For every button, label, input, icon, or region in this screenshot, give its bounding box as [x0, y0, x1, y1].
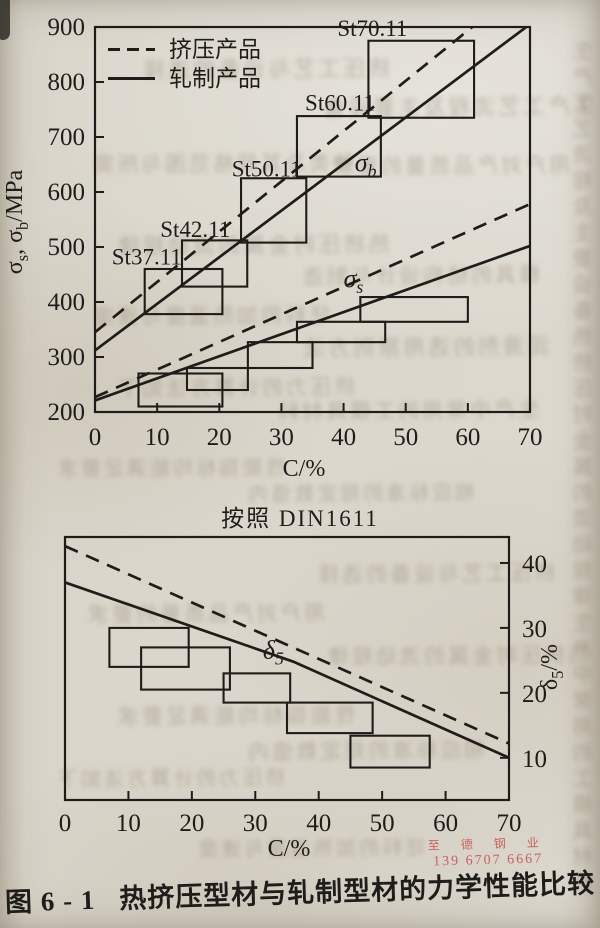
scan-corner-artifact: [0, 0, 10, 40]
x-tick-label: 0: [59, 810, 72, 837]
x-tick-label: 60: [433, 810, 458, 837]
legend-item-rolled: 轧制产品: [108, 64, 261, 93]
y-tick-label: 900: [48, 14, 86, 41]
sigma-s-curve-label: σs: [344, 264, 364, 297]
y-tick-label: 10: [522, 746, 547, 773]
y-tick-label: 20: [522, 681, 547, 708]
delta5-extruded-line: [65, 544, 509, 745]
legend-label-rolled: 轧制产品: [169, 66, 261, 91]
x-tick-label: 40: [306, 810, 331, 837]
sigma-s-extruded-line: [95, 202, 530, 399]
elongation-chart: 0 10 20 30 40 50 60 70 10 20 30 40 δ5 C/% δ5/%: [59, 535, 567, 862]
sigma-b-range-box: [143, 267, 224, 316]
figure-number: 图 6 - 1: [4, 884, 96, 918]
sigma-s-range-box: [246, 341, 314, 370]
y-tick-label: 500: [48, 234, 86, 261]
y-axis-title: δ5/%: [537, 644, 567, 690]
x-tick-label: 70: [497, 810, 522, 837]
delta5-range-box: [285, 701, 374, 735]
x-tick-label: 20: [207, 424, 232, 451]
din-standard-subtitle: 按照 DIN1611: [221, 506, 379, 531]
delta5-curve-label: δ5: [263, 635, 284, 668]
sigma-s-range-box: [185, 366, 249, 392]
x-tick-label: 50: [393, 424, 418, 451]
x-tick-label: 10: [145, 424, 170, 451]
x-tick-label: 70: [518, 424, 543, 451]
grade-label-st70-11: St70.11: [337, 16, 407, 41]
delta5-range-box: [140, 646, 231, 691]
grade-label-st50-11: St50.11: [232, 157, 302, 182]
x-tick-label: 60: [455, 424, 480, 451]
dashed-line-sample: [108, 48, 155, 51]
sigma-b-range-box: [180, 239, 249, 288]
x-axis-title: C/%: [283, 456, 326, 482]
y-tick-label: 400: [48, 289, 86, 316]
watermark: 至 德 钢 业 139 6707 6667: [428, 834, 549, 872]
sigma-s-rolled-line: [95, 244, 530, 402]
plot-border: [93, 25, 532, 414]
x-tick-label: 10: [116, 810, 141, 837]
plot-border: [63, 535, 511, 802]
sigma-b-range-box: [367, 39, 476, 119]
y-tick-label: 800: [48, 69, 86, 96]
x-tick-label: 0: [89, 424, 102, 451]
sigma-s-range-box: [359, 295, 469, 323]
y-tick-label: 600: [48, 179, 86, 206]
delta5-rolled-line: [65, 581, 509, 760]
delta5-range-box: [222, 672, 292, 704]
x-tick-label: 50: [370, 810, 395, 837]
legend-label-extruded: 挤压产品: [169, 37, 261, 62]
x-tick-label: 20: [179, 810, 204, 837]
x-tick-label: 30: [243, 810, 268, 837]
y-tick-label: 30: [522, 616, 547, 643]
y-tick-label: 40: [522, 551, 547, 578]
sigma-b-curve-label: σb: [355, 148, 377, 181]
y-axis-title: σs, σb/MPa: [2, 169, 32, 274]
solid-line-sample: [108, 77, 155, 80]
legend-item-extruded: 挤压产品: [108, 35, 261, 64]
sigma-b-extruded-line: [95, 27, 475, 334]
delta5-range-box: [349, 734, 431, 769]
x-tick-label: 30: [269, 424, 294, 451]
y-tick-label: 300: [48, 344, 86, 371]
sigma-b-rolled-line: [95, 27, 529, 352]
sigma-b-range-box: [295, 115, 382, 178]
watermark-phone: 139 6707 6667: [432, 851, 544, 870]
grade-label-st42-11: St42.11: [160, 217, 230, 242]
grade-label-st60-11: St60.11: [305, 91, 375, 116]
sigma-s-range-box: [295, 320, 387, 344]
y-tick-label: 700: [48, 124, 86, 151]
x-axis-title: C/%: [268, 836, 311, 862]
x-tick-label: 40: [331, 424, 356, 451]
y-tick-label: 200: [48, 399, 86, 426]
chart-legend: 挤压产品 轧制产品: [108, 35, 261, 93]
grade-label-st37-11: St37.11: [112, 245, 182, 270]
sigma-b-range-box: [239, 177, 308, 244]
strength-chart: 0 10 20 30 40 50 60 70 200 300 400 500 600 700 800 900 S…: [2, 14, 543, 482]
